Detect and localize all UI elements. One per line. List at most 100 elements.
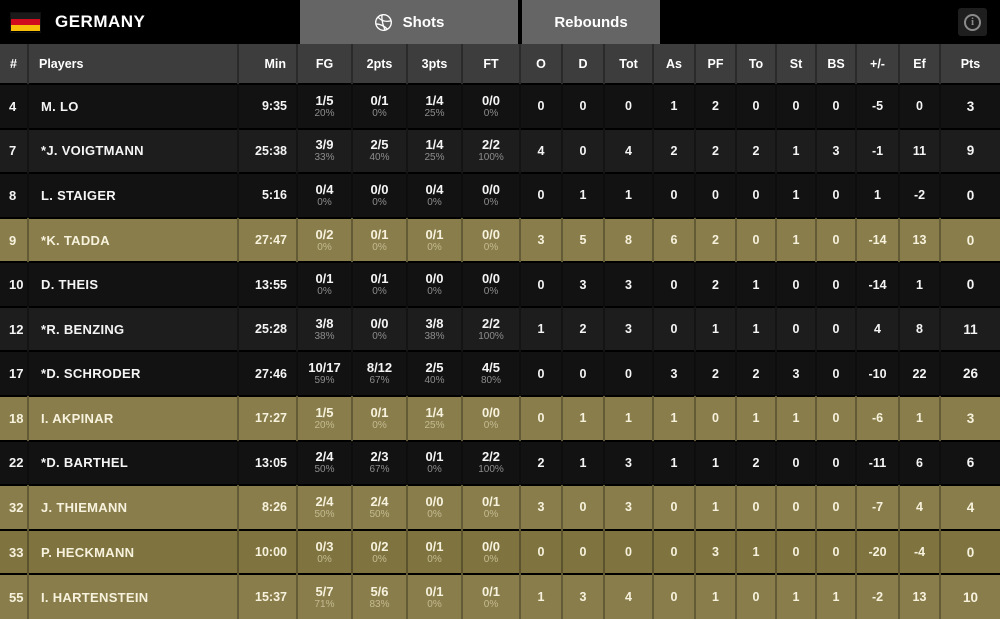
fg-percent: 20% <box>314 107 335 119</box>
tab-shots[interactable]: Shots <box>300 0 518 44</box>
3pts-percent: 38% <box>424 330 445 342</box>
2pts-cell: 2/3 67% <box>352 440 408 486</box>
fg-percent: 0% <box>317 286 332 298</box>
points-cell: 4 <box>966 499 975 515</box>
offensive-rebounds-cell: 3 <box>520 217 563 263</box>
2pts-percent: 0% <box>372 286 387 298</box>
ft-cell: 0/0 0% <box>462 529 521 575</box>
table-row[interactable]: 12 *R. BENZING 25:28 3/8 38% 0/0 0% 3/8 … <box>0 306 1000 352</box>
defensive-rebounds-cell: 0 <box>562 84 605 129</box>
3pts-cell: 0/1 0% <box>407 574 463 619</box>
team-name: GERMANY <box>55 12 146 31</box>
player-number: 33 <box>0 529 29 575</box>
offensive-rebounds-cell: 0 <box>520 84 563 129</box>
table-row[interactable]: 4 M. LO 9:35 1/5 20% 0/1 0% 1/4 25% 0/0 … <box>0 84 1000 129</box>
2pts-percent: 67% <box>369 375 390 387</box>
assists-cell: 0 <box>653 574 696 619</box>
table-row[interactable]: 32 J. THIEMANN 8:26 2/4 50% 2/4 50% 0/0 … <box>0 485 1000 530</box>
total-rebounds-cell: 3 <box>604 262 654 307</box>
defensive-rebounds-cell: 3 <box>562 262 605 307</box>
2pts-percent: 0% <box>372 196 387 208</box>
ft-percent: 80% <box>480 375 501 387</box>
2pts-cell: 0/1 0% <box>352 84 408 129</box>
player-name: I. HARTENSTEIN <box>28 574 239 619</box>
fg-cell: 0/3 0% <box>297 529 353 575</box>
ft-cell: 2/2 100% <box>462 128 521 174</box>
player-number: 7 <box>0 128 29 174</box>
ft-made-attempts: 0/1 <box>481 583 501 599</box>
plus-minus-cell: -1 <box>856 128 900 174</box>
assists-cell: 0 <box>653 173 696 218</box>
table-row[interactable]: 22 *D. BARTHEL 13:05 2/4 50% 2/3 67% 0/1… <box>0 440 1000 486</box>
table-row[interactable]: 7 *J. VOIGTMANN 25:38 3/9 33% 2/5 40% 1/… <box>0 128 1000 174</box>
fg-made-attempts: 0/3 <box>315 538 334 554</box>
defensive-rebounds-cell: 5 <box>562 217 605 263</box>
fg-made-attempts: 5/7 <box>315 583 334 599</box>
personal-fouls-cell: 0 <box>695 173 737 218</box>
total-rebounds-cell: 8 <box>604 217 654 263</box>
assists-cell: 3 <box>653 351 696 397</box>
steals-cell: 1 <box>776 217 817 263</box>
3pts-made-attempts: 0/0 <box>425 493 444 509</box>
defensive-rebounds-cell: 1 <box>562 173 605 218</box>
2pts-cell: 0/2 0% <box>352 529 408 575</box>
turnovers-cell: 0 <box>736 485 777 530</box>
info-button[interactable]: i <box>958 8 987 36</box>
ft-percent: 100% <box>478 152 504 164</box>
col-3pts: 3pts <box>407 44 463 84</box>
plus-minus-cell: 1 <box>856 173 900 218</box>
col-pts: Pts <box>960 56 981 71</box>
ft-percent: 100% <box>478 464 504 476</box>
3pts-percent: 0% <box>427 196 442 208</box>
tab-rebounds[interactable]: Rebounds <box>522 0 660 44</box>
turnovers-cell: 1 <box>736 529 777 575</box>
3pts-made-attempts: 1/4 <box>425 92 444 108</box>
minutes-cell: 25:38 <box>238 128 298 174</box>
fg-percent: 50% <box>314 508 335 520</box>
defensive-rebounds-cell: 2 <box>562 306 605 352</box>
2pts-percent: 0% <box>372 241 387 253</box>
plus-minus-cell: -14 <box>856 217 900 263</box>
table-row[interactable]: 9 *K. TADDA 27:47 0/2 0% 0/1 0% 0/1 0% 0… <box>0 217 1000 263</box>
fg-percent: 33% <box>314 152 335 164</box>
personal-fouls-cell: 1 <box>695 440 737 486</box>
table-row[interactable]: 8 L. STAIGER 5:16 0/4 0% 0/0 0% 0/4 0% 0… <box>0 173 1000 218</box>
fg-cell: 10/17 59% <box>297 351 353 397</box>
3pts-cell: 2/5 40% <box>407 351 463 397</box>
2pts-made-attempts: 0/1 <box>370 404 389 420</box>
fg-percent: 71% <box>314 598 335 610</box>
efficiency-cell: 6 <box>899 440 941 486</box>
fg-cell: 0/4 0% <box>297 173 353 218</box>
col-o: O <box>520 44 563 84</box>
turnovers-cell: 2 <box>736 440 777 486</box>
efficiency-cell: 11 <box>899 128 941 174</box>
table-row[interactable]: 17 *D. SCHRODER 27:46 10/17 59% 8/12 67%… <box>0 351 1000 397</box>
defensive-rebounds-cell: 1 <box>562 440 605 486</box>
2pts-made-attempts: 2/5 <box>370 137 389 153</box>
table-row[interactable]: 33 P. HECKMANN 10:00 0/3 0% 0/2 0% 0/1 0… <box>0 529 1000 575</box>
ft-cell: 0/0 0% <box>462 262 521 307</box>
player-name: D. THEIS <box>28 262 239 307</box>
col-plus-minus: +/- <box>856 44 900 84</box>
player-number: 9 <box>0 217 29 263</box>
2pts-cell: 0/0 0% <box>352 306 408 352</box>
table-row[interactable]: 18 I. AKPINAR 17:27 1/5 20% 0/1 0% 1/4 2… <box>0 396 1000 441</box>
2pts-cell: 5/6 83% <box>352 574 408 619</box>
3pts-cell: 0/0 0% <box>407 485 463 530</box>
points-cell: 26 <box>962 366 979 382</box>
fg-percent: 20% <box>314 419 335 431</box>
table-row[interactable]: 55 I. HARTENSTEIN 15:37 5/7 71% 5/6 83% … <box>0 574 1000 619</box>
personal-fouls-cell: 1 <box>695 485 737 530</box>
blocks-cell: 0 <box>816 440 857 486</box>
player-number: 17 <box>0 351 29 397</box>
ft-made-attempts: 0/0 <box>481 226 501 242</box>
2pts-cell: 2/4 50% <box>352 485 408 530</box>
table-row[interactable]: 10 D. THEIS 13:55 0/1 0% 0/1 0% 0/0 0% 0… <box>0 262 1000 307</box>
player-number: 18 <box>0 396 29 441</box>
defensive-rebounds-cell: 0 <box>562 128 605 174</box>
personal-fouls-cell: 3 <box>695 529 737 575</box>
ft-cell: 0/1 0% <box>462 485 521 530</box>
fg-made-attempts: 2/4 <box>315 449 334 465</box>
col-d: D <box>562 44 605 84</box>
steals-cell: 0 <box>776 84 817 129</box>
